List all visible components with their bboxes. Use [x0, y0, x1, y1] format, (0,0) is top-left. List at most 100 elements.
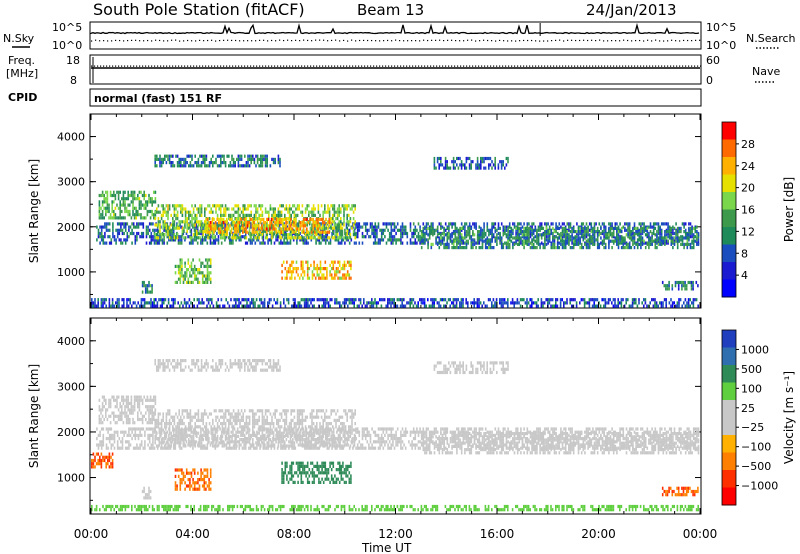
colorbar-tick-label: −25 [741, 421, 764, 434]
colorbar-label: Velocity [m s⁻¹] [782, 371, 796, 464]
colorbar-tick-label: −500 [741, 460, 771, 473]
velocity-echo-region [98, 395, 157, 425]
colorbar-tick-label: 1000 [741, 343, 769, 356]
colorbar-swatch [722, 330, 736, 348]
colorbar-swatch [722, 262, 736, 280]
nsearch-tick-top: 10^5 [706, 21, 736, 34]
power-echo-region [174, 258, 212, 284]
x-tick-label: 12:00 [378, 527, 413, 541]
velocity-echo-region [154, 359, 281, 372]
colorbar-swatch [722, 244, 736, 263]
freq-label-2: [MHz] [6, 67, 38, 80]
power-echo-region [420, 226, 700, 250]
velocity-echo-region [281, 461, 352, 484]
freq-traces [91, 57, 702, 83]
power-echo-region [154, 154, 281, 168]
colorbar-label: Power [dB] [782, 177, 796, 242]
freq-tick-bottom: 8 [70, 74, 77, 87]
colorbar-swatch [722, 347, 736, 366]
colorbar-swatch [722, 174, 736, 193]
colorbar-swatch [722, 279, 736, 298]
colorbar-tick-label: 24 [741, 160, 755, 173]
x-tick-label: 00:00 [683, 527, 718, 541]
power-echo-region [205, 217, 332, 234]
cpid-label: CPID [8, 91, 37, 104]
velocity-echo-region [661, 486, 699, 497]
freq-strip-frame [89, 54, 702, 85]
colorbar-swatch [722, 192, 736, 210]
colorbar-tick-label: 16 [741, 204, 755, 217]
nsearch-tick-bottom: 10^0 [706, 39, 736, 52]
colorbar-swatch [722, 227, 736, 245]
velocity-echo-region [420, 432, 700, 455]
velocity-panel: 1000 2000 3000 4000 Slant Range [km] [27, 317, 702, 515]
colorbar-swatch [722, 470, 736, 488]
colorbar-tick-label: 100 [741, 382, 762, 395]
velocity-frame [89, 317, 702, 515]
colorbar-swatch [722, 417, 736, 436]
velocity-echo-region [141, 486, 152, 500]
x-tick-label: 16:00 [480, 527, 515, 541]
x-tick-label: 04:00 [175, 527, 210, 541]
date-title: 24/Jan/2013 [586, 1, 677, 19]
colorbar-swatch [722, 139, 736, 158]
colorbar-swatch [722, 452, 736, 471]
power-colorbar: 28 24 20 16 12 8 4 Power [dB] [721, 121, 796, 298]
colorbar-tick-label: 500 [741, 363, 762, 376]
cpid-strip-frame [89, 88, 702, 107]
velocity-echo-region [433, 361, 509, 375]
power-echo-region [98, 190, 157, 220]
velocity-ylabel: Slant Range [km] [27, 364, 41, 468]
colorbar-swatch [722, 365, 736, 383]
velocity-echo-region [154, 409, 356, 448]
power-echo-region [433, 156, 509, 170]
power-ylabel: Slant Range [km] [27, 159, 41, 263]
colorbar-swatch [722, 435, 736, 453]
colorbar-tick-label: 25 [741, 402, 755, 415]
velocity-ytick-label: 1000 [57, 472, 85, 485]
beam-title: Beam 13 [357, 1, 424, 19]
nsearch-label: N.Search [746, 32, 796, 45]
colorbar-swatch [722, 487, 736, 506]
nave-tick-top: 60 [706, 54, 720, 67]
nave-tick-bottom: 0 [706, 74, 713, 87]
velocity-ytick-label: 2000 [57, 426, 85, 439]
velocity-ytick-label: 4000 [57, 335, 85, 348]
colorbar-tick-label: 20 [741, 182, 755, 195]
velocity-echo-region [91, 504, 699, 512]
colorbar-tick-label: 12 [741, 225, 755, 238]
power-ytick-label: 1000 [57, 266, 85, 279]
colorbar-frame [721, 329, 737, 506]
nsky-strip-frame [89, 21, 702, 50]
power-ytick-label: 3000 [57, 176, 85, 189]
colorbar-tick-label: 4 [741, 269, 748, 282]
power-ytick-label: 4000 [57, 131, 85, 144]
nsky-label: N.Sky [3, 32, 35, 45]
colorbar-tick-label: −100 [741, 441, 771, 454]
colorbar-tick-label: 8 [741, 247, 748, 260]
colorbar-tick-label: 28 [741, 138, 755, 151]
colorbar-swatch [722, 209, 736, 228]
nave-label: Nave [752, 65, 780, 78]
station-title: South Pole Station (fitACF) [93, 0, 305, 19]
colorbar-swatch [722, 382, 736, 401]
colorbar-swatch [722, 400, 736, 418]
freq-tick-top: 18 [66, 54, 80, 67]
velocity-ytick-label: 3000 [57, 380, 85, 393]
velocity-echo-region [91, 452, 114, 469]
x-tick-label: 00:00 [74, 527, 109, 541]
colorbar-tick-label: −1000 [741, 480, 778, 493]
power-echo-region [661, 280, 699, 291]
velocity-echo-region [174, 468, 212, 491]
time-axis: 00:00 04:00 08:00 12:00 16:00 20:00 00:00 [74, 527, 718, 541]
x-axis-label: Time UT [361, 541, 412, 554]
x-tick-label: 20:00 [581, 527, 616, 541]
nsky-traces [90, 22, 701, 42]
cpid-value: normal (fast) 151 RF [94, 92, 222, 105]
velocity-colorbar: 1000 500 100 25 −25 −100 −500 −1000 Velocity [m … [721, 329, 796, 506]
power-echo-region [91, 298, 699, 308]
colorbar-swatch [722, 122, 736, 140]
x-tick-label: 08:00 [277, 527, 312, 541]
power-echo-region [141, 280, 153, 294]
